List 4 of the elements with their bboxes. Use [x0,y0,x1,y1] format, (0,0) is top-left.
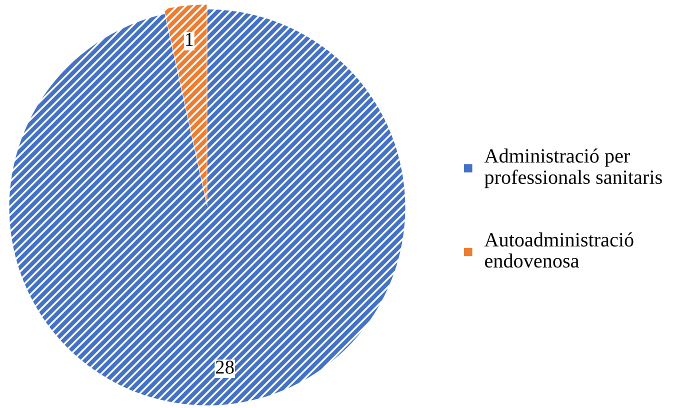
legend-label: Autoadministració endovenosa [484,232,634,268]
data-label: 1 [186,32,193,46]
data-label: 28 [216,360,234,374]
legend-label: Administració per professionals sanitaris [484,148,662,188]
